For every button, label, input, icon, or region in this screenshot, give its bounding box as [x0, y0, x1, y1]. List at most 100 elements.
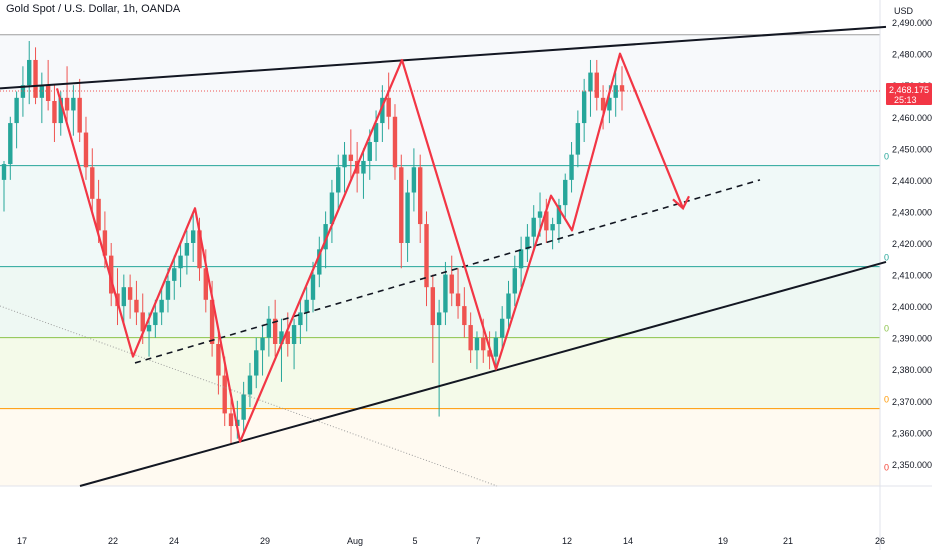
candle-body — [272, 318, 278, 344]
x-tick-label: 5 — [412, 536, 417, 546]
candle-body — [499, 318, 505, 338]
candle-body — [600, 97, 606, 111]
candle-body — [613, 85, 618, 98]
candle-body — [399, 167, 404, 243]
candle-body — [96, 198, 101, 231]
candle-body — [33, 59, 38, 98]
fib-level-label: 0 — [884, 324, 889, 334]
candle-body — [77, 97, 82, 133]
candle-body — [153, 312, 158, 326]
zone-orange — [0, 408, 880, 486]
candle-body — [550, 224, 555, 231]
y-tick-label: 2,350.000 — [892, 460, 932, 470]
candle-body — [83, 132, 89, 168]
x-tick-label: 12 — [562, 536, 572, 546]
candle-body — [443, 274, 448, 313]
zone-teal — [0, 165, 880, 267]
y-tick-label: 2,420.000 — [892, 239, 932, 249]
candle-body — [317, 249, 322, 275]
candle-body — [71, 97, 76, 111]
y-tick-label: 2,460.000 — [892, 113, 932, 123]
mid-channel-dashed-line — [134, 179, 761, 364]
candle-body — [203, 268, 208, 300]
candle-body — [323, 224, 328, 250]
candle-body — [594, 72, 599, 98]
candle-body — [405, 192, 410, 243]
x-tick-label: 22 — [108, 536, 118, 546]
candle-body — [14, 97, 19, 124]
candle-body — [607, 97, 612, 111]
candle-body — [134, 299, 139, 313]
candle-body — [430, 287, 436, 326]
last-price-value: 2,468.175 — [889, 85, 929, 95]
candle-body — [27, 59, 32, 86]
x-tick-label: 19 — [718, 536, 728, 546]
candle-body — [449, 274, 454, 294]
candle-body — [222, 375, 227, 414]
candle-body — [228, 413, 234, 427]
candle-body — [20, 85, 26, 98]
candle-body — [569, 154, 574, 180]
y-tick-label: 2,400.000 — [892, 302, 932, 312]
forecast-arrow-head — [672, 195, 690, 211]
y-tick-label: 2,440.000 — [892, 176, 932, 186]
x-tick-label: 26 — [875, 536, 885, 546]
candle-body — [544, 211, 549, 231]
x-tick-label: 14 — [623, 536, 633, 546]
candle-body — [109, 255, 114, 294]
candle-body — [291, 325, 297, 344]
candle-body — [64, 97, 70, 111]
fib-level-label: 0 — [884, 463, 889, 473]
candle-body — [159, 299, 164, 313]
candle-body — [575, 123, 581, 155]
candle-body — [241, 394, 246, 420]
candle-body — [367, 142, 372, 161]
candle-body — [581, 91, 587, 124]
candle-body — [184, 243, 190, 256]
fib-level-label: 0 — [884, 253, 889, 263]
candle-body — [165, 280, 171, 300]
candle-body — [310, 274, 316, 300]
candle-body — [247, 375, 253, 395]
dotted-trendline — [0, 305, 498, 487]
candle-body — [411, 167, 417, 193]
candle-body — [493, 337, 499, 357]
candle-body — [462, 306, 467, 326]
candle-body — [39, 85, 45, 98]
y-tick-label: 2,380.000 — [892, 365, 932, 375]
candle-body — [436, 312, 442, 326]
candle-body — [487, 350, 492, 357]
zone-top — [0, 34, 880, 166]
zone-lime — [0, 337, 880, 409]
candle-body — [348, 154, 354, 161]
candle-body — [563, 179, 568, 206]
candle-body — [512, 268, 517, 294]
candle-body — [127, 287, 133, 300]
candle-body — [468, 325, 473, 351]
candle-body — [298, 312, 303, 326]
candle-body — [146, 325, 152, 332]
candle-body — [455, 293, 461, 307]
candle-body — [336, 167, 341, 193]
candle-body — [45, 85, 51, 101]
x-tick-label: Aug — [347, 536, 363, 546]
y-tick-label: 2,430.000 — [892, 207, 932, 217]
candle-body — [178, 255, 183, 269]
candle-body — [518, 249, 524, 269]
candle-body — [474, 337, 480, 351]
candle-body — [285, 331, 290, 344]
candle-body — [588, 72, 593, 92]
candle-body — [102, 230, 108, 256]
candle-body — [254, 350, 259, 376]
candle-body — [481, 337, 486, 351]
candle-body — [140, 312, 145, 332]
y-tick-label: 2,490.000 — [892, 18, 932, 28]
y-tick-label: 2,390.000 — [892, 334, 932, 344]
forecast-zigzag-path — [55, 52, 685, 443]
x-tick-label: 24 — [169, 536, 179, 546]
upper-channel-line — [0, 25, 887, 90]
candle-body — [58, 97, 63, 124]
chart-title: Gold Spot / U.S. Dollar, 1h, OANDA — [6, 3, 181, 15]
candle-body — [418, 167, 423, 225]
